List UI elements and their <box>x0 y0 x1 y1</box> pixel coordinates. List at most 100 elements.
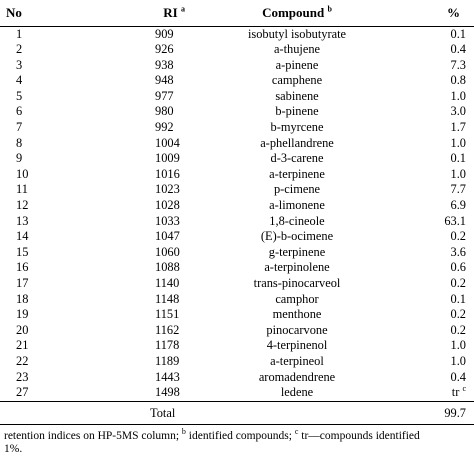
row-no: 8 <box>16 135 23 150</box>
table-row: 15 1060 g-terpinene 3.6 <box>0 245 474 261</box>
row-no: 4 <box>16 73 23 88</box>
row-ri: 948 <box>56 73 191 89</box>
table-row: 2 926 a-thujene 0.4 <box>0 42 474 58</box>
row-percent-value: 1.0 <box>450 135 467 150</box>
row-no: 22 <box>16 353 29 368</box>
row-percent-value: 7.3 <box>450 57 467 72</box>
total-row: Total 99.7 <box>0 400 474 425</box>
header-percent: % <box>403 0 474 27</box>
table-footnote: retention indices on HP-5MS column; b id… <box>0 425 474 456</box>
row-no: 21 <box>16 338 29 353</box>
row-ri: 909 <box>56 26 191 42</box>
footnote-text-1: retention indices on HP-5MS column; <box>4 429 180 442</box>
header-compound-mark: b <box>327 4 332 14</box>
table-row: 16 1088 a-terpinolene 0.6 <box>0 260 474 276</box>
row-ri-value: 1023 <box>155 182 180 197</box>
row-percent-value: 1.0 <box>450 338 467 353</box>
row-percent-value: 0.4 <box>450 369 467 384</box>
row-ri-value: 1140 <box>155 276 180 290</box>
row-percent: 3.6 <box>403 245 474 261</box>
row-ri-value: 1443 <box>155 369 180 384</box>
row-no: 19 <box>16 307 29 322</box>
row-no: 23 <box>16 369 29 384</box>
row-percent: 7.3 <box>403 58 474 74</box>
row-compound: a-terpinolene <box>264 260 330 275</box>
row-compound: a-terpinene <box>269 166 325 181</box>
header-ri-label: RI <box>163 4 178 20</box>
row-compound: a-pinene <box>275 57 319 72</box>
row-ri: 1151 <box>56 307 191 323</box>
row-compound: 4-terpinenol <box>266 338 328 353</box>
row-ri-value: 1498 <box>155 385 180 400</box>
footnote-line-2: 1%. <box>4 442 23 455</box>
row-percent-mark: c <box>462 384 466 394</box>
row-compound: menthone <box>272 307 322 322</box>
row-ri-value: 1060 <box>155 244 180 259</box>
table-row: 8 1004 a-phellandrene 1.0 <box>0 136 474 152</box>
row-percent: 1.0 <box>403 167 474 183</box>
row-ri: 977 <box>56 89 191 105</box>
row-percent: 7.7 <box>403 182 474 198</box>
row-compound: camphene <box>271 73 323 88</box>
row-no: 9 <box>16 151 23 166</box>
row-ri: 1189 <box>56 354 191 370</box>
table-row: 23 1443 aromadendrene 0.4 <box>0 370 474 386</box>
row-no: 16 <box>16 260 29 275</box>
row-compound: b-pinene <box>275 104 319 119</box>
row-percent-value: 1.0 <box>450 166 467 181</box>
table-row: 11 1023 p-cimene 7.7 <box>0 182 474 198</box>
row-ri-value: 1047 <box>155 229 180 244</box>
row-percent-value: 0.2 <box>450 229 467 244</box>
row-percent: 0.1 <box>403 292 474 308</box>
row-percent: tr c <box>403 385 474 401</box>
row-compound: isobutyl isobutyrate <box>247 26 347 41</box>
table-row: 21 1178 4-terpinenol 1.0 <box>0 338 474 354</box>
row-ri-value: 1016 <box>155 166 180 181</box>
table-header-row: No RI a Compound b % <box>0 0 474 27</box>
row-compound: a-thujene <box>273 42 321 57</box>
row-percent-value: 0.1 <box>450 291 467 306</box>
row-no: 12 <box>16 198 29 213</box>
row-no: 6 <box>16 104 23 119</box>
row-percent-value: 0.8 <box>450 73 467 88</box>
row-compound: d-3-carene <box>270 151 324 166</box>
table-row: 4 948 camphene 0.8 <box>0 73 474 89</box>
table-row: 7 992 b-myrcene 1.7 <box>0 120 474 136</box>
row-ri-value: 1009 <box>155 151 180 166</box>
header-ri-mark: a <box>181 4 185 14</box>
row-percent: 63.1 <box>403 214 474 230</box>
row-no: 11 <box>16 182 28 197</box>
row-percent: 1.7 <box>403 120 474 136</box>
row-no: 14 <box>16 229 29 244</box>
row-ri: 1162 <box>56 323 191 339</box>
table-row: 19 1151 menthone 0.2 <box>0 307 474 323</box>
table-row: 18 1148 camphor 0.1 <box>0 292 474 308</box>
row-no: 20 <box>16 322 29 337</box>
header-compound: Compound b <box>191 0 403 27</box>
row-compound: aromadendrene <box>258 369 336 384</box>
row-ri-value: 948 <box>155 73 174 88</box>
row-percent: 0.2 <box>403 307 474 323</box>
row-compound: 1,8-cineole <box>269 213 325 228</box>
table-row: 1 909 isobutyl isobutyrate 0.1 <box>0 26 474 42</box>
row-percent-value: 6.9 <box>450 198 467 213</box>
row-no: 27 <box>16 385 29 400</box>
row-no: 3 <box>16 57 23 72</box>
row-percent: 0.1 <box>403 26 474 42</box>
table-row: 20 1162 pinocarvone 0.2 <box>0 323 474 339</box>
footnote-text-3: tr—compounds identified <box>301 429 420 442</box>
row-ri-value: 1178 <box>155 338 180 353</box>
row-percent: 3.0 <box>403 104 474 120</box>
total-label: Total <box>0 400 403 425</box>
row-percent-value: 3.6 <box>450 244 467 259</box>
row-ri-value: 938 <box>155 57 174 72</box>
table-row: 6 980 b-pinene 3.0 <box>0 104 474 120</box>
row-percent: 0.2 <box>403 276 474 292</box>
footnote-mark-b: b <box>181 426 186 436</box>
row-ri-value: 1028 <box>155 198 180 213</box>
footnote-line-1: retention indices on HP-5MS column; b id… <box>4 426 474 443</box>
row-ri: 1028 <box>56 198 191 214</box>
row-no: 7 <box>16 120 23 135</box>
row-compound: trans-pinocarveol <box>253 276 341 290</box>
row-percent: 0.4 <box>403 42 474 58</box>
